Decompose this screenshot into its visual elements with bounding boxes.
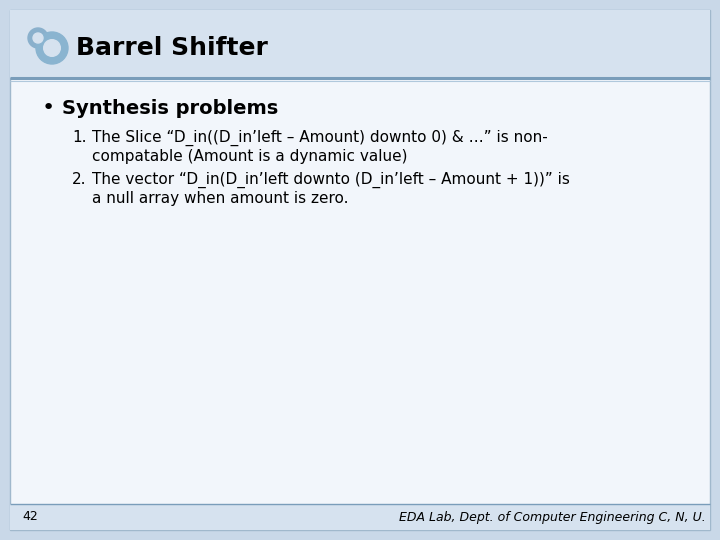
Text: The vector “D_in(D_in’left downto (D_in’left – Amount + 1))” is: The vector “D_in(D_in’left downto (D_in’… [92,172,570,188]
Text: •: • [42,98,55,118]
Circle shape [36,32,68,64]
Text: a null array when amount is zero.: a null array when amount is zero. [92,191,348,206]
Text: The Slice “D_in((D_in’left – Amount) downto 0) & …” is non-: The Slice “D_in((D_in’left – Amount) dow… [92,130,548,146]
FancyBboxPatch shape [10,10,710,530]
Text: compatable (Amount is a dynamic value): compatable (Amount is a dynamic value) [92,148,408,164]
FancyBboxPatch shape [10,504,710,530]
FancyBboxPatch shape [10,10,710,78]
Text: EDA Lab, Dept. of Computer Engineering C, N, U.: EDA Lab, Dept. of Computer Engineering C… [400,510,706,523]
Text: 1.: 1. [72,131,86,145]
Text: Synthesis problems: Synthesis problems [62,98,278,118]
Text: Barrel Shifter: Barrel Shifter [76,36,268,60]
Circle shape [28,28,48,48]
Text: 2.: 2. [72,172,86,187]
Text: 42: 42 [22,510,37,523]
Circle shape [44,39,60,56]
Circle shape [33,33,43,43]
